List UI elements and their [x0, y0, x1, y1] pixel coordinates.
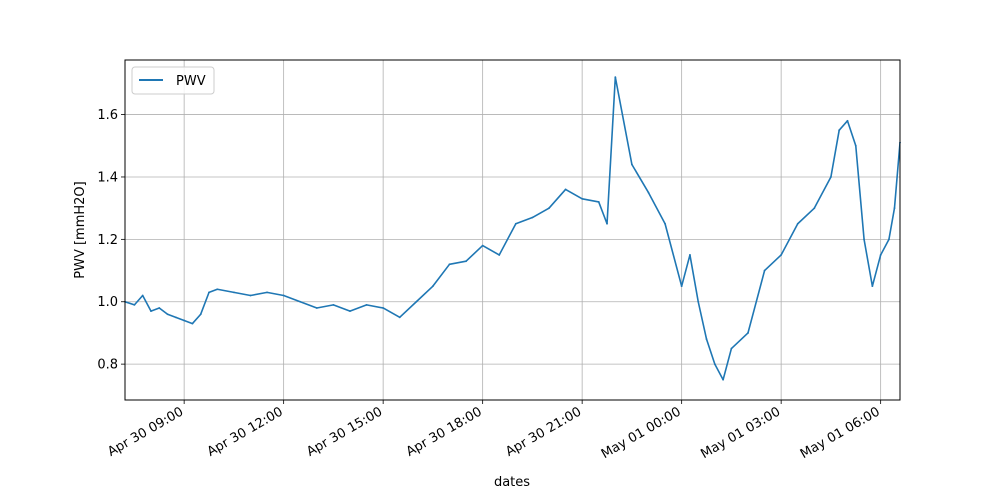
data-point [722, 378, 725, 381]
data-point [514, 222, 517, 225]
data-point [813, 207, 816, 210]
data-point [166, 313, 169, 316]
data-point [689, 254, 691, 256]
data-point [448, 263, 451, 266]
data-point [564, 188, 567, 191]
data-point [780, 254, 783, 256]
x-tick-label: May 01 00:00 [599, 404, 684, 462]
data-point [705, 338, 708, 341]
legend: PWV [131, 66, 215, 95]
data-point [150, 310, 152, 312]
data-point [730, 347, 733, 350]
data-point [208, 291, 210, 294]
data-point [315, 307, 318, 309]
x-axis-label: dates [494, 475, 530, 490]
data-point [282, 294, 285, 297]
data-point [680, 285, 683, 288]
data-point [249, 294, 252, 297]
series-layer [124, 76, 901, 381]
data-point [893, 207, 896, 210]
data-point [713, 363, 716, 366]
data-point [349, 310, 351, 312]
x-tick-label: Apr 30 12:00 [205, 404, 286, 459]
y-axis-ticks: 0.8 1.0 1.2 1.4 1.6 [97, 108, 125, 373]
data-point [465, 260, 467, 263]
data-point [174, 316, 177, 319]
data-point [846, 119, 849, 122]
grid-lines [125, 60, 900, 400]
data-point [199, 313, 202, 316]
data-point [606, 222, 608, 225]
data-point [382, 307, 385, 309]
data-point [631, 163, 633, 166]
y-tick-label: 0.8 [97, 358, 118, 373]
data-point [838, 129, 841, 132]
data-point [216, 288, 219, 291]
data-point [697, 300, 700, 303]
data-point [398, 316, 401, 319]
data-point [498, 254, 501, 256]
data-point [763, 269, 766, 272]
data-point [432, 285, 434, 288]
data-point [871, 285, 874, 288]
legend-label: PWV [176, 74, 206, 89]
x-tick-label: Apr 30 21:00 [503, 404, 584, 459]
data-point [299, 300, 302, 303]
data-point [581, 197, 584, 200]
y-tick-label: 1.0 [97, 295, 118, 310]
x-tick-label: May 01 06:00 [798, 404, 883, 462]
legend-box [131, 66, 215, 95]
x-axis-ticks: Apr 30 09:00 Apr 30 12:00 Apr 30 15:00 Apr … [105, 400, 883, 462]
data-point [158, 307, 161, 309]
data-point [191, 322, 194, 325]
data-point [332, 303, 335, 306]
data-point [830, 176, 832, 178]
data-point [854, 144, 857, 147]
data-point [365, 303, 368, 306]
data-point [266, 291, 268, 294]
series-line-pwv [125, 76, 900, 381]
y-tick-label: 1.2 [97, 233, 118, 248]
data-point [664, 222, 666, 225]
data-point [888, 238, 890, 241]
data-point [879, 254, 882, 256]
data-point [747, 332, 749, 334]
data-point [614, 76, 617, 79]
data-point [647, 191, 650, 194]
x-tick-label: Apr 30 18:00 [404, 404, 485, 459]
data-point [863, 238, 865, 241]
y-axis-label: PWV [mmH2O] [73, 181, 88, 278]
data-point [233, 291, 235, 294]
data-point [183, 319, 186, 322]
data-point [141, 294, 144, 297]
plot-frame [124, 59, 901, 401]
data-point [415, 300, 418, 303]
data-point [531, 216, 534, 219]
x-tick-label: Apr 30 09:00 [105, 404, 186, 459]
x-tick-label: Apr 30 15:00 [304, 404, 385, 459]
data-point [548, 207, 550, 210]
data-point [481, 244, 484, 247]
data-point [133, 303, 136, 306]
y-tick-label: 1.4 [97, 170, 118, 185]
x-tick-label: May 01 03:00 [698, 404, 783, 462]
y-tick-label: 1.6 [97, 108, 118, 123]
data-point [597, 201, 600, 203]
data-point [796, 222, 799, 225]
